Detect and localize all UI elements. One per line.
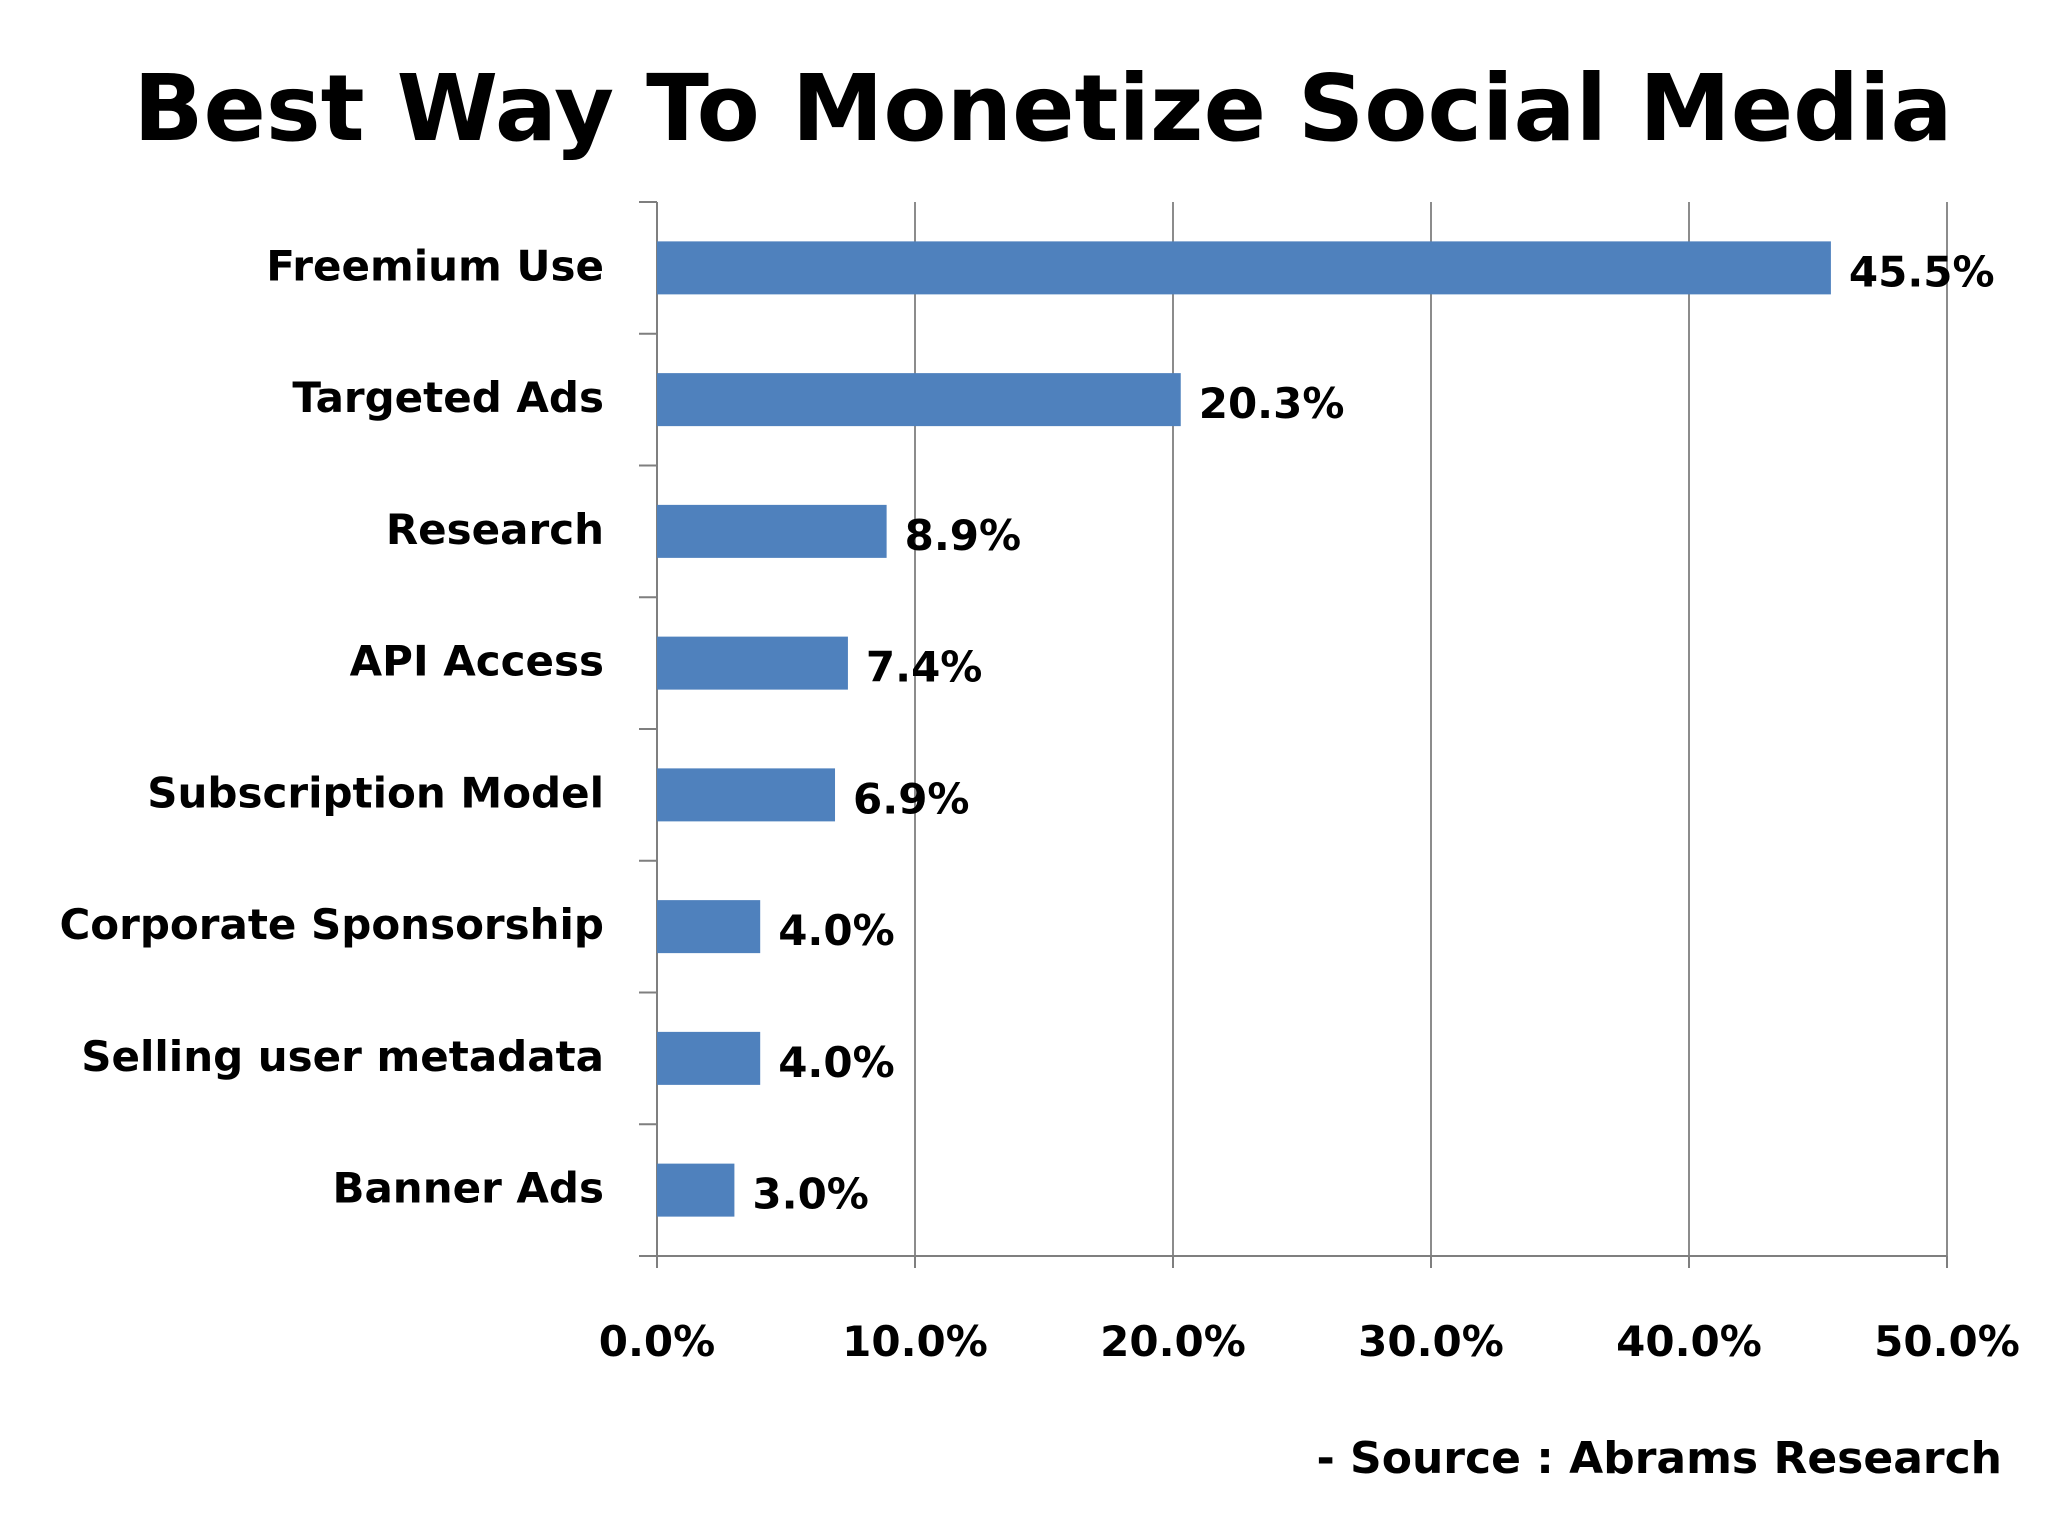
data-label: 8.9% xyxy=(905,511,1021,560)
category-label: Targeted Ads xyxy=(292,373,604,422)
x-tick-label: 0.0% xyxy=(599,1317,715,1366)
x-tick-label: 20.0% xyxy=(1100,1317,1246,1366)
data-label: 45.5% xyxy=(1849,247,1995,296)
chart-title: Best Way To Monetize Social Media xyxy=(133,55,1952,162)
bar xyxy=(657,241,1831,295)
bar xyxy=(657,900,761,954)
bar xyxy=(657,373,1181,427)
bar xyxy=(657,768,836,822)
category-label: Subscription Model xyxy=(147,768,604,817)
x-tick-label: 30.0% xyxy=(1358,1317,1504,1366)
source-note: - Source : Abrams Research xyxy=(1316,1433,2002,1484)
bar xyxy=(657,1031,761,1085)
data-label: 6.9% xyxy=(853,774,969,823)
bars xyxy=(657,241,1831,1217)
x-tick-label: 40.0% xyxy=(1616,1317,1762,1366)
category-label: API Access xyxy=(350,637,604,686)
bar xyxy=(657,504,887,558)
data-label: 20.3% xyxy=(1199,379,1345,428)
x-tick-label: 10.0% xyxy=(842,1317,988,1366)
data-label: 3.0% xyxy=(752,1170,868,1219)
x-tick-label: 50.0% xyxy=(1874,1317,2020,1366)
category-label: Banner Ads xyxy=(332,1164,604,1213)
bar xyxy=(657,1163,735,1217)
data-label: 7.4% xyxy=(866,643,982,692)
category-label: Corporate Sponsorship xyxy=(59,900,604,949)
category-label: Freemium Use xyxy=(266,241,604,290)
data-label: 4.0% xyxy=(778,906,894,955)
bar xyxy=(657,636,848,690)
category-label: Selling user metadata xyxy=(81,1032,604,1081)
data-label: 4.0% xyxy=(778,1038,894,1087)
labels: 0.0% 10.0% 20.0% 30.0% 40.0% 50.0% Freemium Us… xyxy=(59,241,2019,1366)
category-label: Research xyxy=(386,505,604,554)
